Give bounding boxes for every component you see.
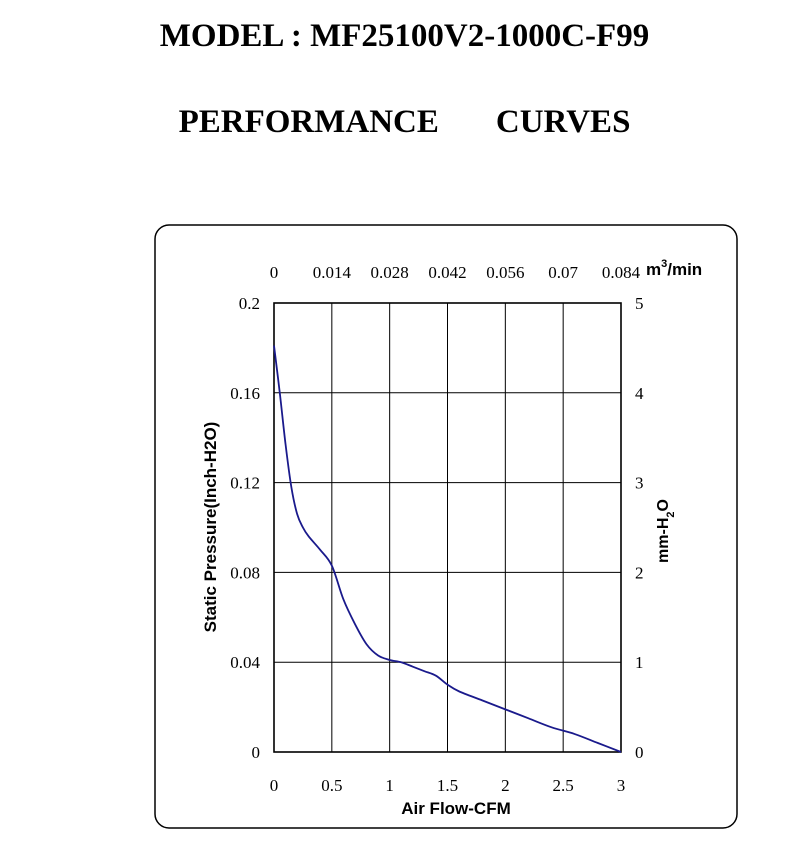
right-tick-label: 2 (635, 563, 644, 582)
x-axis-label: Air Flow-CFM (401, 799, 511, 818)
top-tick-label: 0.014 (313, 263, 352, 282)
top-tick-label: 0.084 (602, 263, 641, 282)
y-axis-label: Static Pressure(Inch-H2O) (201, 422, 220, 633)
grid (274, 303, 621, 752)
x-tick-label: 2 (501, 776, 510, 795)
pq-curve-series (273, 345, 622, 753)
x-tick-label: 0.5 (321, 776, 342, 795)
performance-curves-title: PERFORMANCE CURVES (178, 104, 631, 140)
right-tick-label: 4 (635, 384, 644, 403)
x-tick-label: 3 (617, 776, 626, 795)
y-tick-label: 0.04 (230, 653, 260, 672)
y-tick-label: 0.08 (230, 563, 260, 582)
top-tick-label: 0.056 (486, 263, 524, 282)
right-tick-label: 0 (635, 743, 644, 762)
right-tick-label: 3 (635, 474, 644, 493)
x-tick-label: 1.5 (437, 776, 458, 795)
tick-labels: 0 0.5 1 1.5 2 2.5 30 0.014 0.028 0.042 0.056 0.07 0.… (230, 263, 644, 795)
top-tick-label: 0.028 (371, 263, 409, 282)
right-tick-label: 5 (635, 294, 644, 313)
plot-area-border (273, 302, 622, 753)
x-tick-label: 1 (385, 776, 394, 795)
y-tick-label: 0.12 (230, 474, 260, 493)
top-tick-label: 0 (270, 263, 279, 282)
x-tick-label: 2.5 (553, 776, 574, 795)
right-tick-label: 1 (635, 653, 644, 672)
y-tick-label: 0.2 (239, 294, 260, 313)
top-axis-unit: m3/min (646, 258, 702, 279)
right-axis-label: mm-H2O (655, 499, 677, 563)
chart-frame (154, 224, 738, 829)
top-tick-label: 0.07 (548, 263, 578, 282)
top-tick-label: 0.042 (428, 263, 466, 282)
x-tick-label: 0 (270, 776, 279, 795)
y-tick-label: 0 (252, 743, 261, 762)
model-title: MODEL : MF25100V2-1000C-F99 (159, 18, 650, 54)
y-tick-label: 0.16 (230, 384, 260, 403)
